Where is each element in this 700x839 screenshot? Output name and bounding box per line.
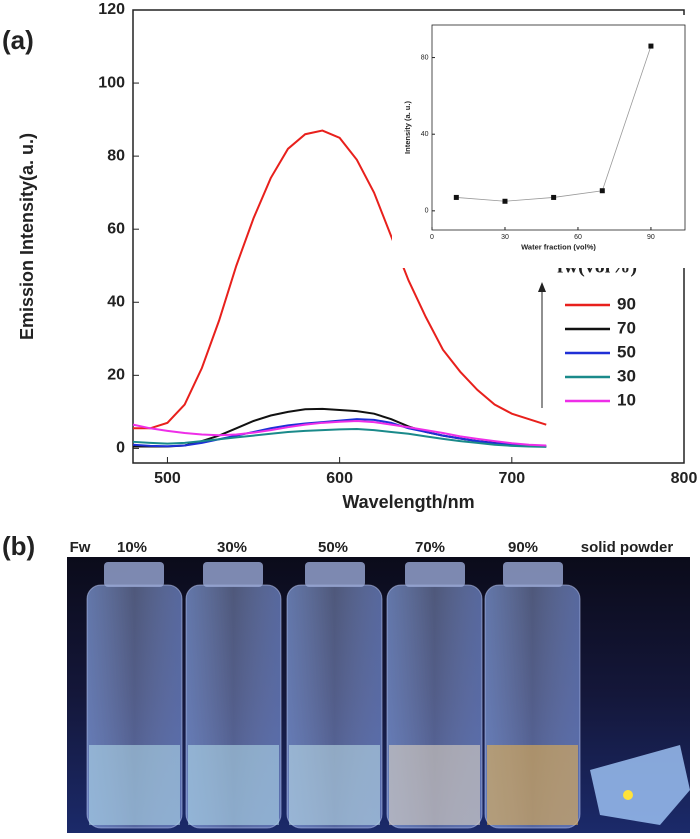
photo-label: 90% [508,539,538,556]
y-tick-label: 40 [107,293,125,310]
y-axis-label: Intensity (a. u.) [403,101,412,154]
photo-label: 10% [117,539,147,556]
y-tick-label: 0 [425,208,429,215]
photo [67,557,690,833]
photo-label: 30% [217,539,247,556]
y-tick-label: 60 [107,220,125,237]
data-point [453,194,459,200]
photo-label: solid powder [581,539,674,556]
panel-label: (a) [2,25,34,55]
y-tick-label: 80 [421,54,429,61]
data-line [132,428,547,448]
x-tick-label: 90 [647,234,655,241]
legend-label: 10 [617,390,636,409]
data-point [648,43,654,49]
legend-arrowhead [538,282,546,292]
legend-label: 90 [617,294,636,313]
y-tick-label: 40 [421,131,429,138]
data-line [133,129,547,430]
inset-background [392,15,693,268]
data-point [551,194,557,200]
photo-label: 50% [318,539,348,556]
photo-label: 70% [415,539,445,556]
y-tick-label: 120 [98,1,125,18]
data-point [502,198,508,204]
x-tick-label: 800 [671,470,698,487]
y-tick-label: 100 [98,74,125,91]
panel-label: (b) [2,531,35,561]
data-line [132,418,547,448]
data-line [132,419,547,447]
y-tick-label: 20 [107,367,125,384]
legend-label: 50 [617,342,636,361]
x-tick-label: 700 [498,470,525,487]
x-axis-label: Wavelength/nm [342,492,474,512]
y-tick-label: 80 [107,147,125,164]
legend-label: 70 [617,318,636,337]
plot-frame [431,24,686,231]
x-tick-label: 500 [154,470,181,487]
photo-label: Fw [70,539,91,556]
x-tick-label: 0 [430,234,434,241]
legend-label: 30 [617,366,636,385]
data-point [599,188,605,194]
y-axis-label: Emission Intensity(a. u.) [17,133,37,340]
x-tick-label: 60 [574,234,582,241]
x-tick-label: 30 [501,234,509,241]
x-tick-label: 600 [326,470,353,487]
x-axis-label: Water fraction (vol%) [521,242,596,251]
y-tick-label: 0 [116,440,125,457]
